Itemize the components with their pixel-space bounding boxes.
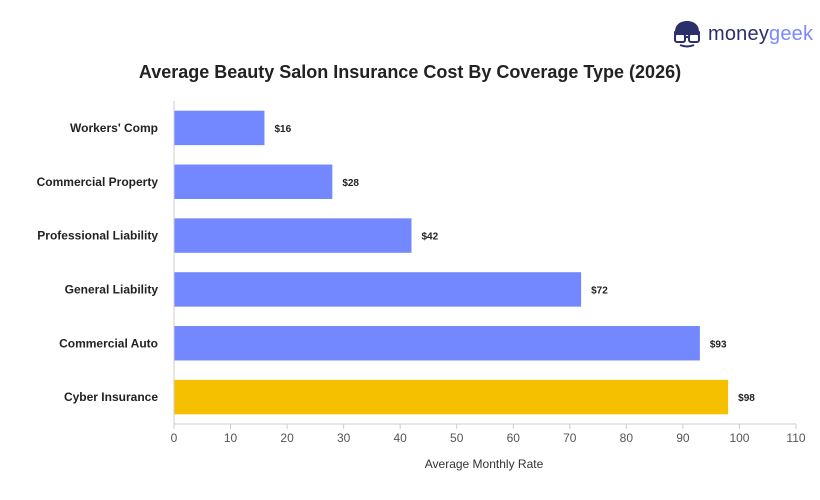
x-tick-label: 90 bbox=[676, 431, 690, 445]
brand-geek: geek bbox=[769, 23, 814, 45]
x-tick-label: 70 bbox=[563, 431, 577, 445]
x-tick-label: 110 bbox=[786, 431, 805, 445]
data-label: $98 bbox=[738, 393, 755, 404]
bar-professional-liability bbox=[174, 218, 412, 253]
data-label: $42 bbox=[421, 232, 438, 243]
bar-commercial-property bbox=[174, 164, 333, 199]
x-tick-label: 60 bbox=[507, 431, 521, 445]
data-label: $16 bbox=[274, 124, 291, 135]
bars-layer: Workers' Comp $16 Commercial Property $28 Pr… bbox=[37, 110, 755, 415]
moneygeek-logo: moneygeek bbox=[672, 18, 813, 50]
brand-wordmark: moneygeek bbox=[708, 24, 813, 44]
x-tick-label: 100 bbox=[729, 431, 749, 445]
category-label: Professional Liability bbox=[37, 229, 158, 243]
x-axis-label: Average Monthly Rate bbox=[425, 457, 544, 471]
chart-title: Average Beauty Salon Insurance Cost By C… bbox=[138, 62, 682, 82]
bar-general-liability bbox=[174, 272, 582, 307]
x-tick-label: 30 bbox=[337, 431, 351, 445]
category-label: Cyber Insurance bbox=[64, 390, 158, 404]
brand-money: money bbox=[708, 23, 770, 45]
x-tick-label: 20 bbox=[280, 431, 294, 445]
x-tick-label: 40 bbox=[394, 431, 408, 445]
data-label: $72 bbox=[591, 285, 608, 296]
x-tick-label: 10 bbox=[224, 431, 238, 445]
x-tick-label: 50 bbox=[450, 431, 464, 445]
x-axis: 0 10 20 30 40 50 60 70 80 90 100 110 bbox=[171, 101, 806, 445]
bar-commercial-auto bbox=[174, 326, 700, 361]
data-label: $28 bbox=[342, 178, 359, 189]
x-tick-label: 80 bbox=[620, 431, 634, 445]
category-label: Workers' Comp bbox=[70, 121, 158, 135]
bar-workers-comp bbox=[174, 110, 265, 146]
x-tick-label: 0 bbox=[171, 431, 178, 445]
category-label: General Liability bbox=[65, 282, 159, 296]
nerd-glasses-icon bbox=[674, 21, 700, 48]
data-label: $93 bbox=[710, 339, 727, 350]
bar-cyber-insurance bbox=[174, 379, 729, 415]
category-label: Commercial Property bbox=[37, 175, 159, 189]
category-label: Commercial Auto bbox=[59, 336, 158, 350]
